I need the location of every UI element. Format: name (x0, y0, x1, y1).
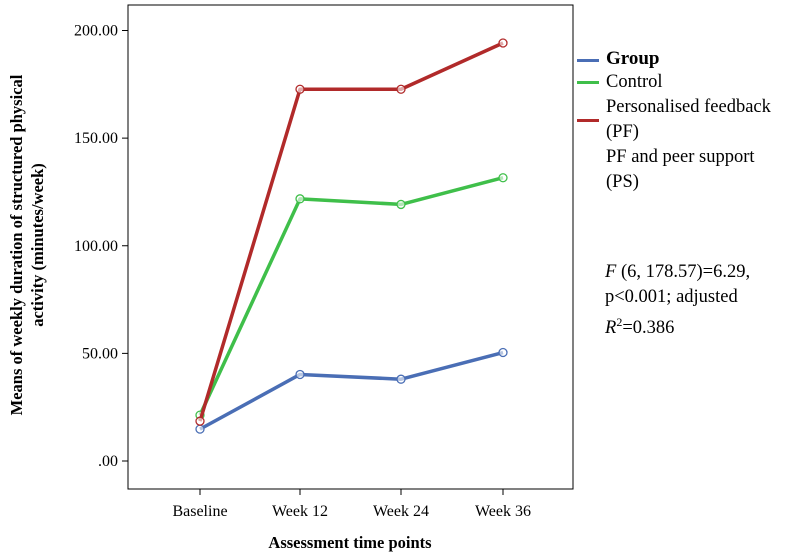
data-point (396, 374, 406, 384)
series-group (195, 38, 508, 434)
data-point (295, 194, 305, 204)
plot-area-frame (127, 4, 574, 490)
line-chart: .00 50.00 100.00 150.00 200.00 Baseline Week … (7, 4, 574, 552)
legend-label-control: Control (606, 72, 663, 92)
series-line-1 (198, 176, 504, 416)
x-tick-label: Baseline (172, 503, 227, 520)
stats-line-f: F (6, 178.57)=6.29, (605, 260, 750, 285)
stats-line-r: R2=0.386 (605, 310, 750, 341)
data-point (195, 424, 205, 434)
data-point (195, 416, 205, 426)
data-point (498, 173, 508, 183)
legend-item-ps: PF and peer support (PS) (577, 119, 785, 195)
legend: Group Control Personalised feedback (PF)… (577, 48, 785, 195)
f-symbol: F (605, 262, 617, 282)
r-exponent: 2 (616, 315, 623, 329)
x-axis-label: Assessment time points (268, 533, 432, 552)
data-point (396, 84, 406, 94)
x-tick-label: Week 24 (373, 503, 429, 520)
stats-line-p: p<0.001; adjusted (605, 287, 738, 307)
y-tick-label: 150.00 (74, 130, 118, 147)
legend-label-pf: Personalised feedback (PF) (606, 97, 771, 142)
y-axis-label-line-2: activity (minutes/week) (28, 163, 47, 327)
y-tick-label: .00 (98, 453, 118, 470)
y-tick-label: 100.00 (74, 238, 118, 255)
y-axis-label-line-1: Means of weekly duration of structured p… (7, 74, 26, 415)
legend-item-control: Control (577, 59, 785, 95)
x-tick-label: Week 36 (475, 503, 531, 520)
legend-swatch-pf (577, 81, 599, 84)
x-tick-label: Week 12 (272, 503, 328, 520)
legend-swatch-control (577, 59, 599, 62)
model-statistics: F (6, 178.57)=6.29, p<0.001; adjusted R2… (605, 260, 750, 341)
f-value: (6, 178.57)=6.29, (616, 262, 751, 282)
data-point (498, 38, 508, 48)
y-axis: .00 50.00 100.00 150.00 200.00 (74, 23, 128, 470)
y-tick-label: 200.00 (74, 23, 118, 40)
legend-item-pf: Personalised feedback (PF) (577, 81, 785, 145)
legend-title: Group (606, 48, 660, 69)
data-point (396, 199, 406, 210)
r-symbol: R (605, 318, 617, 339)
data-point (295, 84, 305, 94)
legend-label-ps: PF and peer support (PS) (606, 147, 755, 192)
legend-swatch-ps (577, 119, 599, 122)
x-axis: Baseline Week 12 Week 24 Week 36 (172, 489, 531, 520)
data-point (498, 347, 508, 358)
y-tick-label: 50.00 (82, 345, 118, 362)
series-line-2 (198, 41, 504, 422)
data-point (295, 369, 305, 380)
series-line-0 (199, 350, 504, 431)
r-value: =0.386 (622, 318, 675, 339)
